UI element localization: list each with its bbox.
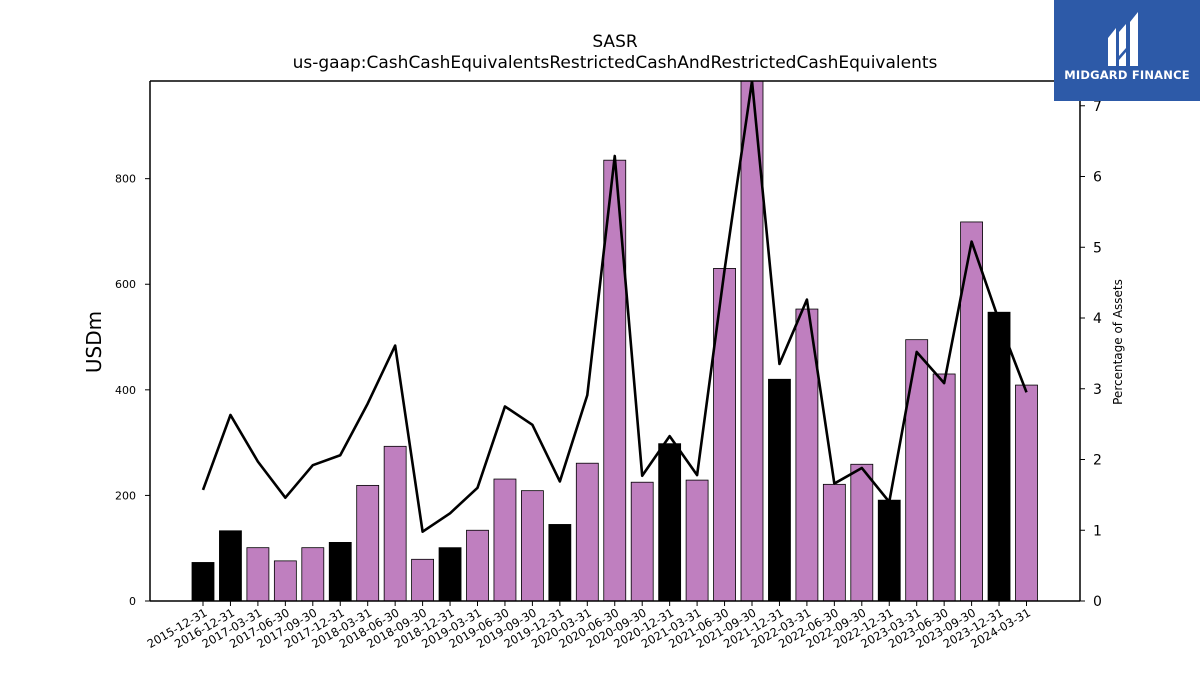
midgard-logo-icon — [1108, 12, 1138, 66]
bar-2019-09-30 — [521, 490, 544, 601]
bar-2020-03-31 — [575, 462, 599, 601]
y2-tick-label-1: 1 — [1093, 523, 1102, 539]
y2-tick-label-4: 4 — [1093, 311, 1102, 327]
bar-2017-03-31 — [246, 547, 270, 601]
y-ticks-group: 0 200 400 600 800 — [115, 173, 150, 608]
y2-tick-label-6: 6 — [1093, 170, 1102, 186]
bar-2023-03-31 — [905, 339, 929, 601]
brand-logo: MIDGARD FINANCE — [1054, 0, 1200, 101]
bar-2020-12-31 — [658, 443, 682, 601]
brand-name: MIDGARD FINANCE — [1064, 68, 1190, 82]
bar-2022-09-30 — [850, 463, 874, 601]
bar-2018-09-30 — [411, 558, 435, 601]
x-ticks-group: 2015-12-312016-12-312017-03-312017-06-30… — [145, 601, 1033, 651]
bars-group — [191, 81, 1038, 601]
chart-title-metric: us-gaap:CashCashEquivalentsRestrictedCas… — [292, 53, 938, 73]
y2-ticks-group: 0 1 2 3 4 5 6 7 — [1080, 99, 1102, 610]
y2-tick-label-2: 2 — [1093, 453, 1102, 469]
bar-2020-09-30 — [630, 481, 654, 601]
bar-2022-03-31 — [795, 308, 819, 601]
bar-2021-09-30 — [740, 81, 764, 601]
chart-title: SASR us-gaap:CashCashEquivalentsRestrict… — [150, 32, 1080, 74]
bar-2018-06-30 — [383, 445, 407, 601]
bar-2016-12-31 — [219, 530, 242, 601]
bar-2019-12-31 — [548, 524, 572, 601]
bar-2017-06-30 — [273, 560, 297, 601]
y-axis-label: USDm — [82, 311, 106, 373]
bar-2018-12-31 — [438, 547, 462, 601]
bar-2019-03-31 — [466, 529, 489, 601]
y-tick-label-800: 800 — [115, 173, 136, 186]
y2-tick-label-7: 7 — [1093, 99, 1102, 115]
bar-2017-09-30 — [301, 547, 325, 601]
bar-2021-03-31 — [685, 479, 709, 601]
y2-axis-label: Percentage of Assets — [1111, 279, 1125, 405]
y-tick-label-400: 400 — [115, 384, 136, 397]
bar-2023-09-30 — [960, 221, 983, 601]
bar-2019-06-30 — [493, 478, 517, 601]
percentage-of-assets-line — [201, 81, 1028, 533]
bar-2023-12-31 — [987, 311, 1011, 601]
bar-2023-06-30 — [932, 373, 956, 601]
bar-2015-12-31 — [191, 562, 215, 601]
y2-tick-label-5: 5 — [1093, 240, 1102, 256]
y2-tick-label-3: 3 — [1093, 382, 1102, 398]
bar-2024-03-31 — [1015, 384, 1038, 601]
bar-2022-06-30 — [822, 483, 846, 601]
y-tick-label-600: 600 — [115, 278, 136, 291]
line-group — [201, 81, 1028, 533]
bar-2017-12-31 — [328, 542, 352, 601]
chart-title-ticker: SASR — [592, 32, 638, 52]
y-tick-label-0: 0 — [129, 595, 136, 608]
bar-2018-03-31 — [356, 484, 380, 601]
y-tick-label-200: 200 — [115, 489, 136, 502]
bar-2021-12-31 — [768, 378, 791, 601]
bar-2022-12-31 — [877, 499, 901, 601]
y2-tick-label-0: 0 — [1093, 594, 1102, 610]
